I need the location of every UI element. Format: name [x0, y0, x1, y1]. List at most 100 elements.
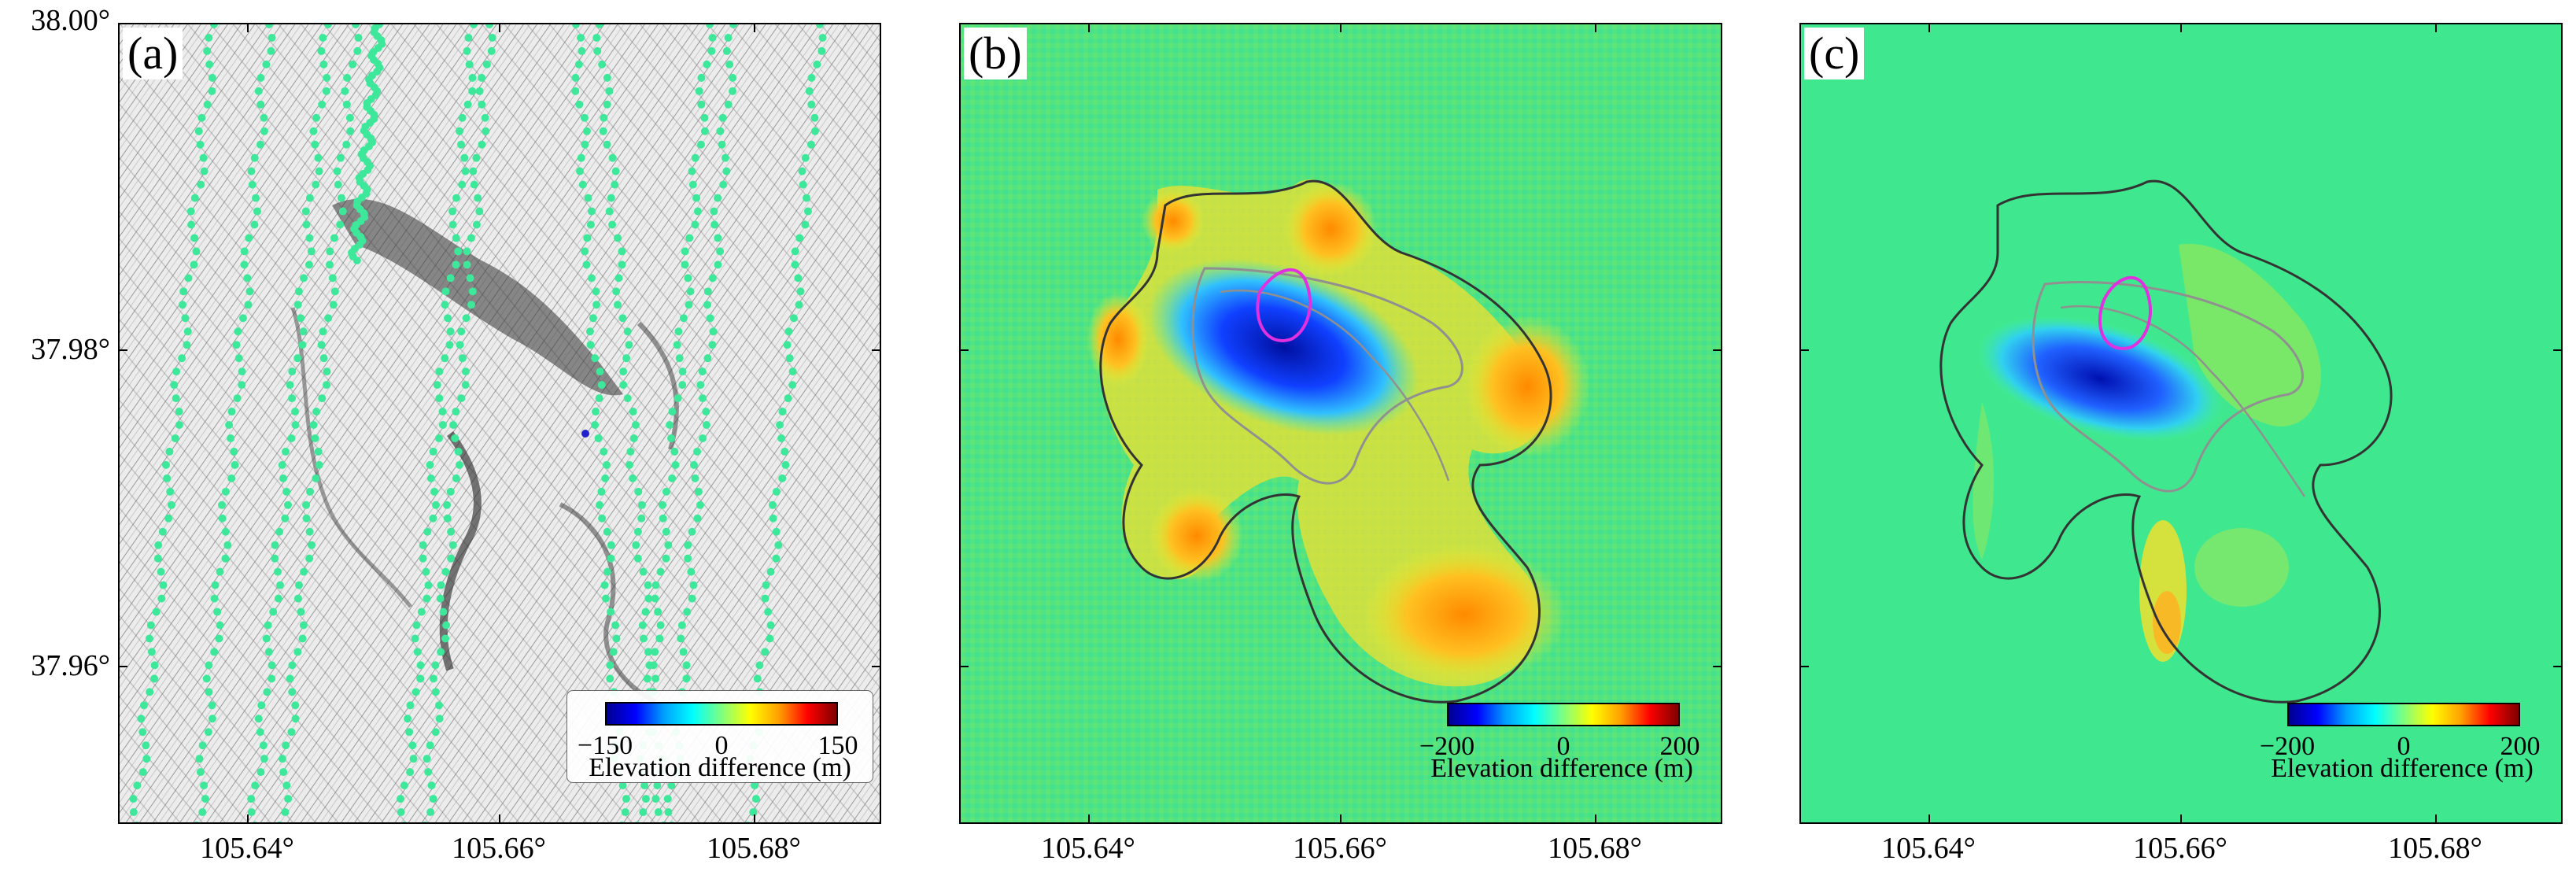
track-point: [461, 367, 470, 376]
track-point: [455, 460, 463, 469]
track-point: [345, 113, 354, 122]
track-point: [662, 487, 670, 496]
track-point: [463, 260, 471, 269]
track-point: [609, 648, 618, 656]
track-point: [267, 46, 275, 55]
track-point: [639, 567, 648, 576]
track-point: [441, 354, 449, 363]
track-point: [806, 140, 815, 149]
track-point: [205, 688, 213, 696]
track-point: [681, 247, 689, 256]
track-point: [265, 24, 273, 28]
track-point: [714, 234, 722, 242]
track-point: [247, 808, 256, 817]
track-point: [781, 447, 789, 456]
track-point: [783, 341, 792, 349]
track-point: [724, 33, 733, 42]
track-point: [195, 755, 204, 763]
x-tick-mark: [1595, 814, 1596, 824]
track-point: [703, 287, 712, 296]
track-point: [218, 514, 227, 523]
x-tick-mark: [1928, 23, 1930, 32]
track-point: [334, 180, 342, 189]
track-point: [250, 220, 259, 229]
y-tick-mark: [959, 666, 969, 667]
track-point: [683, 608, 692, 616]
x-tick-b-105-66: 105.66°: [1293, 832, 1387, 865]
track-point: [282, 447, 290, 456]
track-point: [317, 341, 326, 349]
track-point: [659, 500, 667, 509]
track-point: [253, 207, 261, 216]
track-point: [426, 808, 435, 817]
track-point: [208, 87, 216, 95]
track-point: [279, 474, 287, 482]
track-point: [306, 487, 315, 496]
track-point: [252, 194, 260, 202]
track-point: [596, 367, 604, 376]
track-point: [451, 434, 459, 442]
track-point: [582, 260, 591, 269]
colorbar-a-tick-max: 150: [817, 731, 858, 760]
track-point: [457, 140, 466, 149]
track-point: [714, 260, 722, 269]
track-point: [623, 394, 632, 403]
track-point: [695, 87, 703, 95]
track-point: [633, 822, 641, 824]
track-point: [766, 634, 774, 643]
track-point: [198, 808, 207, 817]
track-point: [146, 688, 154, 696]
track-point: [256, 73, 265, 82]
track-point: [582, 127, 591, 135]
track-point: [293, 594, 302, 603]
track-point: [138, 768, 147, 777]
track-point: [581, 247, 589, 256]
track-point: [458, 113, 467, 122]
track-point: [468, 87, 477, 95]
track-point: [603, 73, 611, 82]
track-point: [696, 381, 705, 390]
track-point: [638, 621, 647, 630]
track-point: [437, 648, 445, 656]
track-point: [751, 795, 760, 803]
track-point: [196, 140, 205, 149]
track-point: [190, 234, 199, 242]
track-point: [698, 367, 707, 376]
track-point: [433, 381, 441, 390]
track-point: [608, 153, 617, 162]
track-point: [314, 153, 323, 162]
track-point: [187, 220, 196, 229]
track-point: [238, 314, 247, 323]
track-point: [632, 541, 640, 549]
x-tick-c-105-64: 105.64°: [1881, 832, 1976, 865]
track-point: [670, 447, 679, 456]
track-point: [447, 527, 456, 536]
track-point: [461, 167, 470, 175]
track-point: [584, 194, 592, 202]
track-point: [710, 220, 719, 229]
track-point: [729, 73, 737, 82]
track-point: [293, 354, 302, 363]
track-point: [777, 434, 786, 442]
track-point: [262, 60, 271, 68]
track-point: [798, 167, 806, 175]
track-point: [184, 274, 193, 283]
track-point: [633, 527, 642, 536]
track-point: [795, 301, 803, 309]
track-point: [474, 194, 482, 202]
track-point: [460, 153, 469, 162]
track-point: [171, 434, 179, 442]
track-point: [458, 354, 467, 363]
track-point: [634, 487, 643, 496]
track-point: [275, 527, 284, 536]
track-point: [794, 274, 803, 283]
track-point: [688, 180, 697, 189]
track-point: [618, 781, 627, 790]
track-point: [487, 46, 496, 55]
track-point: [159, 581, 168, 589]
track-point: [596, 500, 604, 509]
track-point: [186, 207, 195, 216]
track-point: [286, 674, 294, 683]
track-point: [404, 715, 412, 723]
track-point: [435, 701, 444, 710]
